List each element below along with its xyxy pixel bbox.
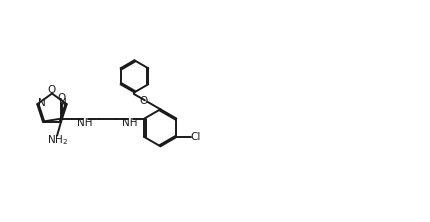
- Text: NH: NH: [77, 118, 92, 128]
- Text: NH: NH: [122, 118, 137, 128]
- Text: O: O: [58, 93, 66, 103]
- Text: O: O: [48, 85, 56, 95]
- Text: NH$_2$: NH$_2$: [46, 133, 68, 147]
- Text: O: O: [139, 96, 148, 106]
- Text: N: N: [37, 98, 45, 108]
- Text: Cl: Cl: [190, 132, 201, 142]
- Text: N: N: [58, 98, 66, 108]
